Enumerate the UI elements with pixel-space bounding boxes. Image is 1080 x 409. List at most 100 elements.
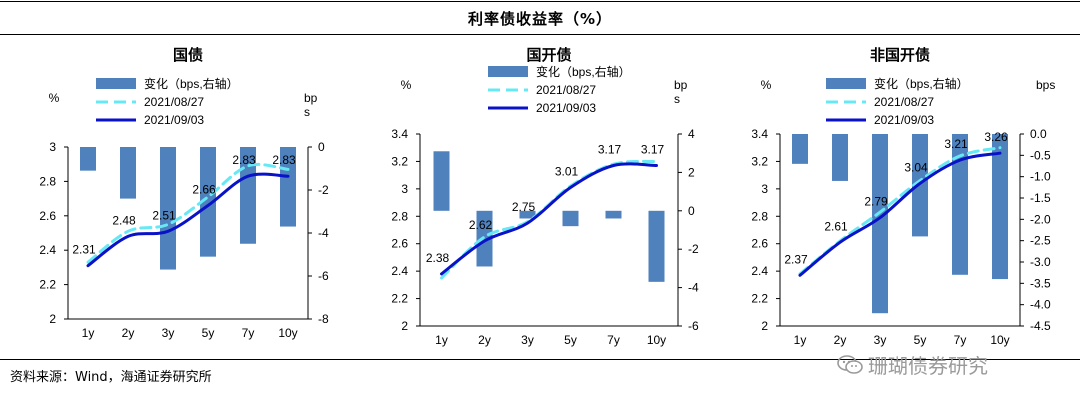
line-2021-09-03 — [440, 162, 658, 276]
bottom-rule — [0, 359, 1080, 360]
data-label: 3.01 — [555, 164, 579, 178]
legend-label: 变化（bps,右轴） — [536, 64, 631, 79]
data-label: 3.17 — [598, 143, 622, 157]
chart-panel-treasury: 国债 2 2.2 2.4 2.6 2.8 3 -8 -6 -4 -2 0 1y 2y 3y 5y 7y 10y% b… — [0, 38, 360, 340]
left-tick-label: 3.4 — [751, 127, 768, 141]
right-tick-label: -6 — [318, 269, 329, 283]
legend: 变化（bps,右轴） 2021/08/27 2021/09/03 — [826, 76, 969, 127]
right-tick-label: 0 — [688, 204, 695, 218]
data-label: 2.66 — [192, 182, 216, 196]
legend-swatch-bar — [96, 78, 136, 89]
right-tick-label: -4 — [688, 281, 699, 295]
legend: 变化（bps,右轴） 2021/08/27 2021/09/03 — [96, 76, 239, 127]
change-bar — [872, 134, 888, 314]
line-2021-08-27 — [86, 162, 290, 264]
right-tick-label: -2.5 — [1030, 234, 1051, 248]
right-tick-label: 2 — [688, 165, 695, 179]
left-tick-label: 3 — [49, 140, 56, 154]
left-tick-label: 3.2 — [751, 154, 768, 168]
change-bar — [519, 210, 536, 219]
legend-label: 2021/08/27 — [874, 95, 934, 109]
watermark-text: 珊瑚债券研究 — [868, 354, 988, 378]
data-label: 2.83 — [272, 153, 296, 167]
legend-label: 2021/09/03 — [536, 101, 596, 115]
right-unit-label: bp — [304, 91, 318, 105]
category-label: 1y — [794, 333, 807, 347]
right-tick-label: -3.5 — [1030, 276, 1051, 290]
right-tick-label: 4 — [688, 127, 695, 141]
left-tick-label: 2 — [761, 319, 768, 333]
data-label: 3.17 — [641, 143, 665, 157]
category-label: 7y — [242, 326, 255, 340]
change-bar — [200, 147, 216, 257]
category-label: 1y — [435, 333, 448, 347]
left-tick-label: 2.4 — [39, 243, 56, 257]
change-bar — [240, 147, 256, 244]
category-label: 7y — [954, 333, 967, 347]
right-tick-label: -3.0 — [1030, 255, 1051, 269]
left-unit-label: % — [401, 78, 412, 92]
change-bar — [832, 134, 848, 181]
right-tick-label: -2 — [688, 242, 699, 256]
change-bar — [160, 147, 176, 270]
category-label: 10y — [278, 326, 297, 340]
legend-label: 2021/08/27 — [144, 95, 204, 109]
left-tick-label: 2.8 — [39, 174, 56, 188]
watermark: 珊瑚债券研究 — [836, 350, 988, 379]
right-tick-label: 0 — [318, 140, 325, 154]
page-title: 利率债收益率（%） — [467, 10, 613, 28]
left-tick-label: 2 — [401, 319, 408, 333]
change-bar — [792, 134, 808, 164]
change-bar — [280, 147, 296, 227]
legend-label: 变化（bps,右轴） — [144, 76, 239, 91]
right-tick-label: -2 — [318, 183, 329, 197]
data-label: 2.79 — [864, 195, 888, 209]
data-label: 3.21 — [944, 137, 968, 151]
left-tick-label: 3 — [401, 182, 408, 196]
legend-label: 变化（bps,右轴） — [874, 76, 969, 91]
right-tick-label: -4.5 — [1030, 319, 1051, 333]
data-label: 3.26 — [984, 130, 1008, 144]
category-label: 10y — [990, 333, 1009, 347]
change-bar — [562, 210, 579, 227]
left-tick-label: 2.4 — [391, 264, 408, 278]
right-tick-label: -0.5 — [1030, 148, 1051, 162]
legend-swatch-bar — [826, 78, 866, 89]
left-tick-label: 2.6 — [39, 209, 56, 223]
left-tick-label: 3.4 — [391, 127, 408, 141]
left-tick-label: 3.2 — [391, 154, 408, 168]
left-tick-label: 2.8 — [391, 209, 408, 223]
data-label: 2.75 — [512, 200, 536, 214]
data-label: 3.04 — [904, 160, 928, 174]
change-bar — [80, 147, 96, 171]
left-tick-label: 2.6 — [391, 237, 408, 251]
right-unit-label: s — [674, 92, 680, 106]
data-label: 2.48 — [112, 213, 136, 227]
chart-title: 国债 — [173, 46, 203, 64]
left-tick-label: 2.8 — [751, 209, 768, 223]
change-bar — [433, 151, 450, 211]
category-label: 10y — [647, 333, 666, 347]
data-label: 2.62 — [469, 218, 493, 232]
right-tick-label: 0.0 — [1030, 127, 1047, 141]
left-unit-label: % — [761, 78, 772, 92]
change-bar — [992, 134, 1008, 280]
left-tick-label: 2 — [49, 312, 56, 326]
left-tick-label: 3 — [761, 182, 768, 196]
right-tick-label: -1.5 — [1030, 191, 1051, 205]
legend-label: 2021/09/03 — [874, 113, 934, 127]
category-label: 5y — [914, 333, 927, 347]
line-2021-09-03 — [798, 151, 1002, 277]
category-label: 1y — [82, 326, 95, 340]
right-tick-label: -4 — [318, 226, 329, 240]
right-tick-label: -8 — [318, 312, 329, 326]
line-2021-08-27 — [798, 146, 1002, 276]
change-bar — [120, 147, 136, 199]
legend: 变化（bps,右轴） 2021/08/27 2021/09/03 — [488, 64, 631, 115]
legend-label: 2021/09/03 — [144, 113, 204, 127]
category-label: 5y — [564, 333, 577, 347]
top-rule — [0, 1, 1080, 2]
left-unit-label: % — [49, 91, 60, 105]
category-label: 3y — [162, 326, 175, 340]
